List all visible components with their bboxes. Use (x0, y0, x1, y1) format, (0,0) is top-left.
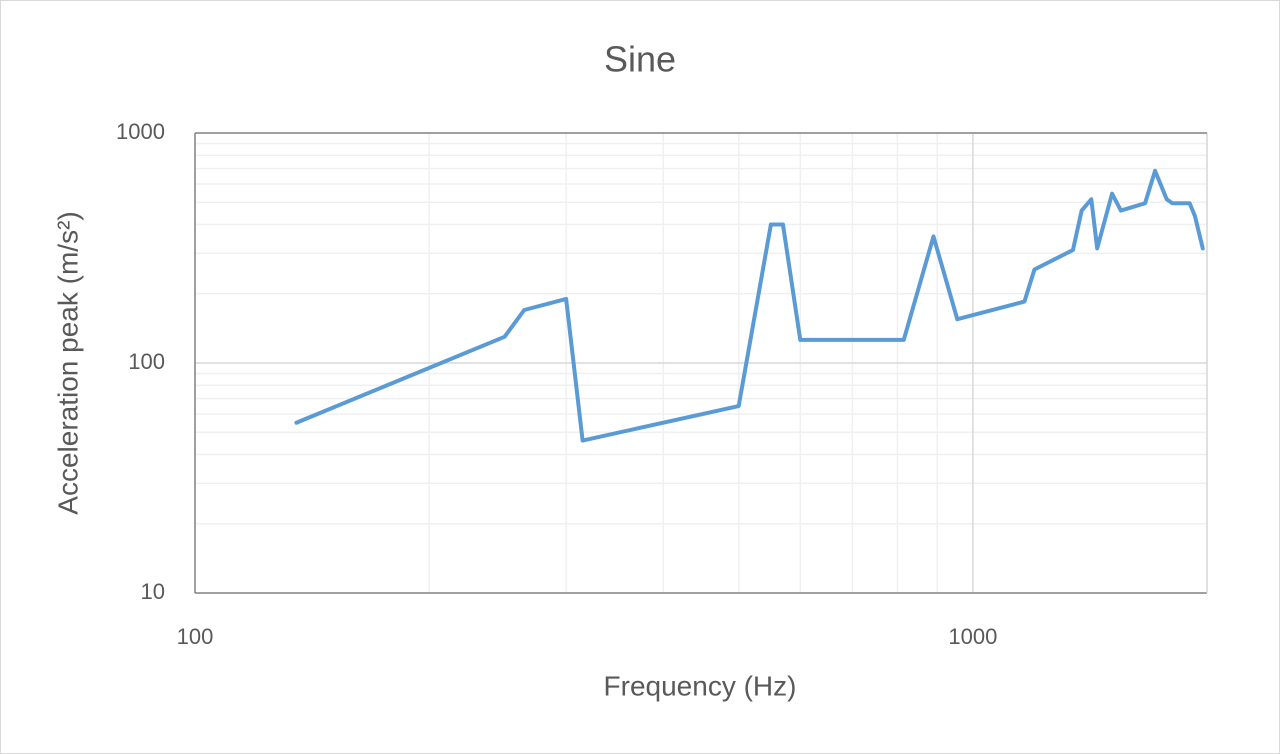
x-tick-label: 100 (177, 624, 214, 649)
x-tick-label: 1000 (948, 624, 997, 649)
chart-title: Sine (604, 39, 676, 80)
y-tick-label: 100 (128, 349, 165, 374)
y-axis-label: Acceleration peak (m/s²) (52, 211, 83, 514)
line-series (294, 168, 1205, 443)
x-axis-label: Frequency (Hz) (604, 670, 797, 701)
y-tick-label: 10 (141, 579, 165, 604)
y-tick-label: 1000 (116, 119, 165, 144)
